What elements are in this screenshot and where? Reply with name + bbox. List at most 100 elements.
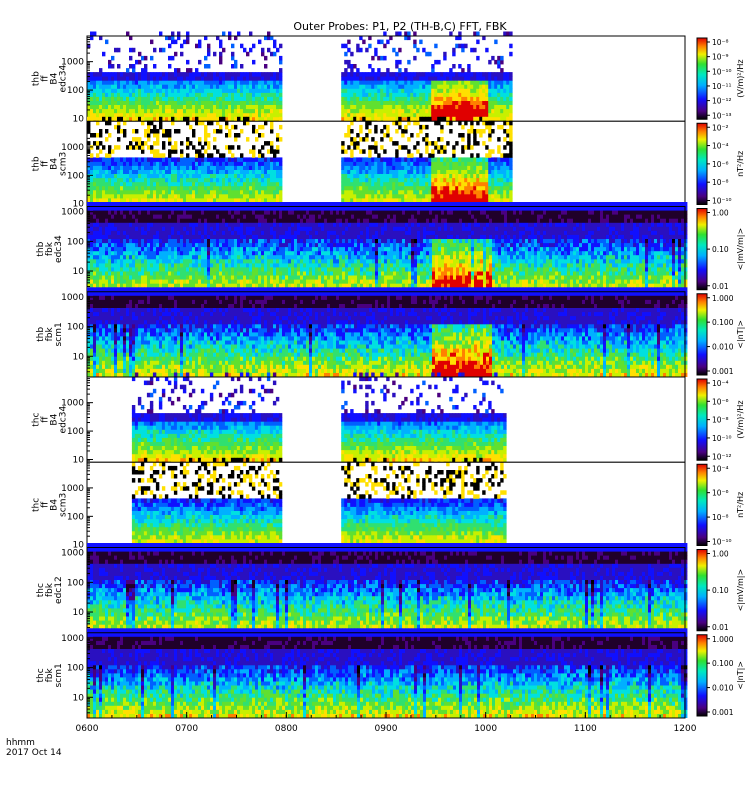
spectrogram-cell: [159, 96, 163, 101]
spectrogram-cell: [368, 185, 372, 191]
spectrogram-cell: [144, 246, 148, 252]
spectrogram-cell: [195, 267, 199, 272]
spectrogram-cell: [174, 258, 178, 264]
spectrogram-cell: [261, 108, 265, 114]
spectrogram-cell: [273, 80, 277, 85]
spectrogram-cell: [87, 169, 91, 174]
spectrogram-cell: [494, 104, 498, 110]
spectrogram-cell: [144, 226, 148, 231]
spectrogram-cell: [87, 246, 91, 252]
spectrogram-cell: [240, 43, 244, 49]
spectrogram-cell: [219, 234, 223, 239]
spectrogram-cell: [416, 157, 420, 162]
colorbar-tick-label: 10⁻⁶: [712, 160, 729, 169]
spectrogram-cell: [422, 100, 426, 105]
spectrogram-cell: [395, 84, 399, 89]
spectrogram-cell: [213, 198, 217, 203]
spectrogram-cell: [198, 246, 202, 252]
spectrogram-cell: [428, 104, 432, 110]
spectrogram-cell: [237, 31, 241, 36]
spectrogram-cell: [198, 230, 202, 235]
spectrogram-cell: [264, 96, 268, 101]
spectrogram-cell: [189, 189, 193, 195]
spectrogram-cell: [240, 226, 244, 231]
spectrogram-cell: [183, 76, 187, 81]
spectrogram-cell: [404, 189, 408, 195]
spectrogram-cell: [177, 88, 181, 93]
panel-label-line: edc34: [59, 65, 69, 93]
spectrogram-cell: [258, 173, 262, 179]
spectrogram-cell: [252, 202, 256, 207]
spectrogram-cell: [494, 92, 498, 97]
spectrogram-cell: [485, 96, 489, 101]
spectrogram-cell: [210, 271, 214, 276]
spectrogram-cell: [437, 177, 441, 183]
spectrogram-cell: [452, 157, 456, 162]
spectrogram-cell: [174, 238, 178, 244]
spectrogram-cell: [93, 234, 97, 239]
spectrogram-cell: [488, 72, 492, 77]
spectrogram-cell: [398, 96, 402, 101]
spectrogram-cell: [201, 165, 205, 170]
spectrogram-cell: [231, 275, 235, 280]
spectrogram-cell: [120, 198, 124, 203]
spectrogram-cell: [503, 112, 507, 118]
spectrogram-cell: [132, 72, 136, 77]
spectrogram-cell: [246, 161, 250, 166]
spectrogram-cell: [479, 116, 483, 122]
spectrogram-cell: [503, 153, 507, 158]
spectrogram-cell: [132, 64, 136, 69]
spectrogram-cell: [386, 185, 390, 191]
spectrogram-cell: [210, 157, 214, 162]
spectrogram-cell: [114, 230, 118, 235]
spectrogram-cell: [341, 165, 345, 170]
spectrogram-cell: [476, 55, 480, 61]
spectrogram-cell: [153, 169, 157, 174]
spectrogram-cell: [132, 189, 136, 195]
spectrogram-cell: [144, 92, 148, 97]
spectrogram-cell: [428, 72, 432, 77]
spectrogram-cell: [183, 39, 187, 45]
spectrogram-cell: [440, 96, 444, 101]
spectrogram-cell: [90, 84, 94, 89]
spectrogram-cell: [237, 84, 241, 89]
spectrogram-cell: [180, 262, 184, 268]
spectrogram-cell: [195, 202, 199, 207]
spectrogram-cell: [207, 177, 211, 183]
spectrogram-cell: [198, 189, 202, 195]
spectrogram-cell: [201, 169, 205, 174]
spectrogram-cell: [500, 108, 504, 114]
spectrogram-cell: [204, 141, 208, 146]
spectrogram-cell: [458, 43, 462, 49]
spectrogram-cell: [344, 189, 348, 195]
spectrogram-cell: [246, 206, 250, 211]
spectrogram-cell: [189, 254, 193, 260]
spectrogram-cell: [171, 84, 175, 89]
spectrogram-cell: [144, 161, 148, 166]
spectrogram-cell: [374, 173, 378, 179]
spectrogram-cell: [96, 84, 100, 89]
spectrogram-cell: [246, 112, 250, 118]
spectrogram-cell: [120, 169, 124, 174]
spectrogram-cell: [389, 165, 393, 170]
spectrogram-cell: [237, 271, 241, 276]
spectrogram-cell: [389, 35, 393, 41]
spectrogram-cell: [371, 157, 375, 162]
spectrogram-cell: [237, 262, 241, 268]
spectrogram-cell: [153, 165, 157, 170]
spectrogram-cell: [117, 198, 121, 203]
spectrogram-cell: [156, 165, 160, 170]
spectrogram-cell: [371, 189, 375, 195]
spectrogram-cell: [195, 177, 199, 183]
spectrogram-cell: [279, 96, 283, 101]
spectrogram-cell: [171, 283, 175, 288]
spectrogram-cell: [353, 108, 357, 114]
spectrogram-cell: [437, 104, 441, 110]
spectrogram-cell: [270, 124, 274, 130]
spectrogram-cell: [144, 218, 148, 223]
spectrogram-cell: [461, 161, 465, 166]
spectrogram-cell: [132, 271, 136, 276]
spectrogram-cell: [135, 141, 139, 146]
spectrogram-cell: [180, 222, 184, 227]
